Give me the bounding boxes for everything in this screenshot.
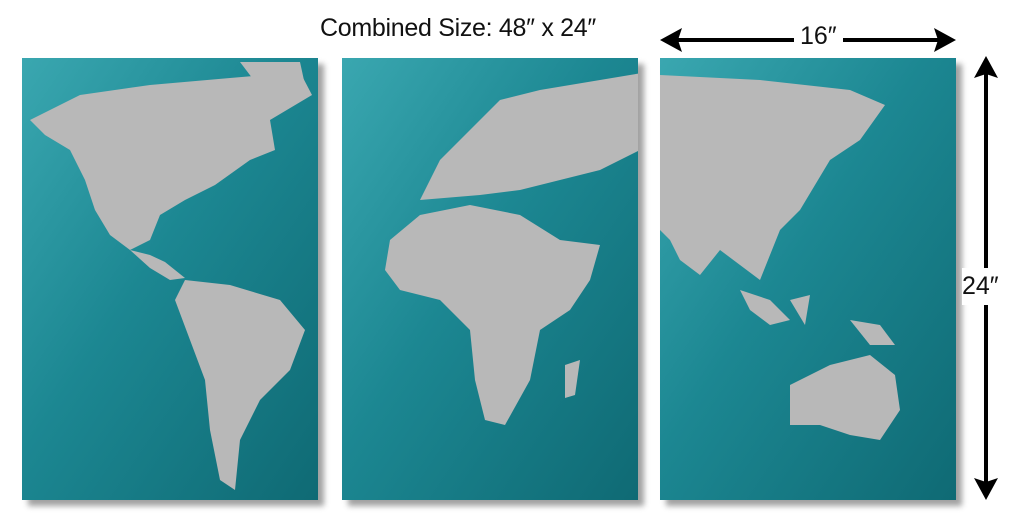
combined-size-caption: Combined Size: 48″ x 24″ <box>320 14 596 42</box>
panel-height-label: 24″ <box>962 268 999 305</box>
panel-width-label: 16″ <box>794 22 843 51</box>
panel-left <box>22 58 318 500</box>
panel-right <box>660 58 956 500</box>
panel-center <box>342 58 638 500</box>
